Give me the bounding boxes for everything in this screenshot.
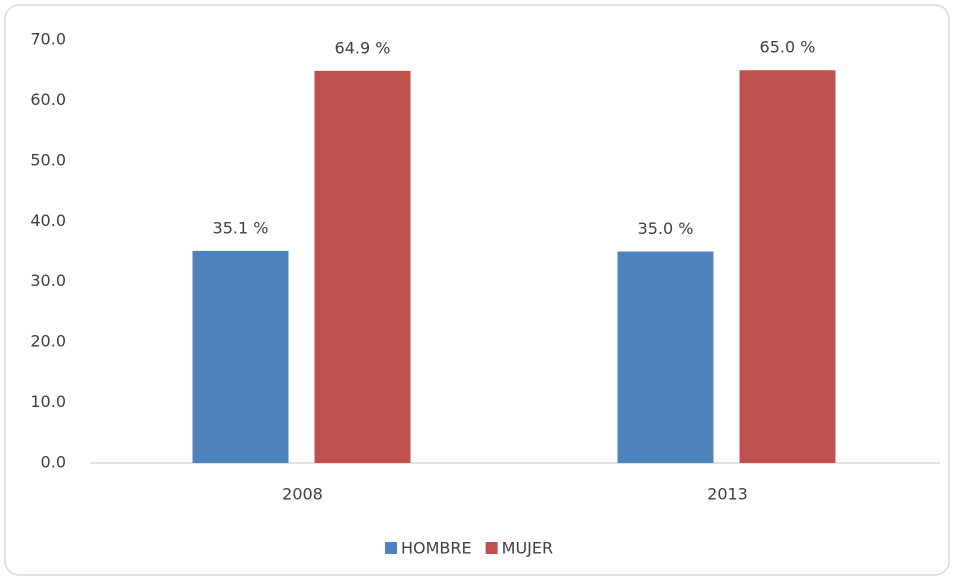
y-tick-label: 60.0 bbox=[30, 90, 66, 109]
data-label: 35.1 % bbox=[213, 218, 269, 237]
legend-swatch bbox=[485, 542, 498, 554]
bar bbox=[314, 70, 411, 463]
bar bbox=[617, 251, 714, 463]
y-tick-label: 30.0 bbox=[30, 271, 66, 290]
y-tick-label: 10.0 bbox=[30, 392, 66, 411]
y-tick-label: 20.0 bbox=[30, 332, 66, 351]
bar bbox=[192, 250, 289, 463]
y-tick-label: 40.0 bbox=[30, 211, 66, 230]
x-tick-label: 2013 bbox=[707, 485, 748, 504]
legend-swatch bbox=[385, 542, 397, 554]
x-tick-label: 2008 bbox=[282, 485, 323, 504]
y-tick-label: 70.0 bbox=[30, 30, 66, 49]
y-tick-label: 50.0 bbox=[30, 150, 66, 169]
legend-label: HOMBRE bbox=[401, 539, 472, 558]
data-label: 35.0 % bbox=[638, 219, 694, 238]
data-label: 65.0 % bbox=[760, 38, 816, 57]
bar bbox=[739, 70, 836, 463]
legend-label: MUJER bbox=[502, 539, 553, 558]
data-label: 64.9 % bbox=[335, 38, 391, 57]
y-tick-label: 0.0 bbox=[41, 453, 66, 472]
